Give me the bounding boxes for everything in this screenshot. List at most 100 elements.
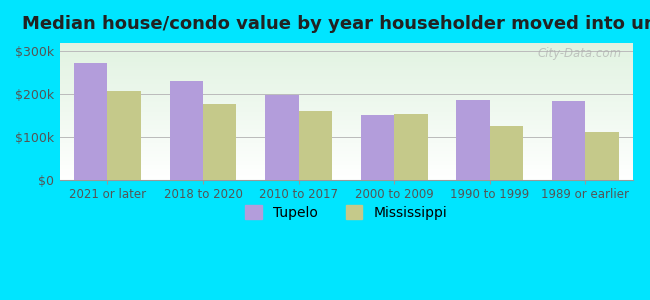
Bar	[60, 162, 633, 164]
Bar	[394, 114, 428, 180]
Bar	[60, 145, 633, 146]
Bar	[60, 59, 633, 61]
Text: City-Data.com: City-Data.com	[538, 47, 621, 60]
Bar	[60, 120, 633, 121]
Bar	[60, 176, 633, 177]
Bar	[60, 72, 633, 73]
Bar	[60, 113, 633, 114]
Bar	[60, 96, 633, 98]
Bar	[60, 50, 633, 51]
Bar	[60, 68, 633, 69]
Bar	[60, 127, 633, 128]
Bar	[60, 73, 633, 74]
Bar	[552, 101, 585, 180]
Bar	[60, 110, 633, 112]
Bar	[60, 98, 633, 99]
Bar	[60, 95, 633, 96]
Bar	[60, 161, 633, 162]
Bar	[361, 115, 394, 180]
Bar	[60, 150, 633, 151]
Bar	[60, 87, 633, 88]
Bar	[60, 55, 633, 57]
Bar	[60, 80, 633, 81]
Bar	[60, 175, 633, 176]
Bar	[60, 154, 633, 155]
Bar	[60, 107, 633, 109]
Bar	[60, 158, 633, 160]
Bar	[60, 91, 633, 92]
Bar	[60, 109, 633, 110]
Bar	[60, 58, 633, 59]
Bar	[60, 74, 633, 76]
Bar	[60, 135, 633, 136]
Bar	[60, 94, 633, 95]
Bar	[60, 47, 633, 48]
Bar	[60, 125, 633, 127]
Bar	[456, 100, 489, 180]
Bar	[60, 155, 633, 157]
Bar	[60, 157, 633, 158]
Bar	[60, 79, 633, 80]
Bar	[60, 92, 633, 94]
Title: Median house/condo value by year householder moved into unit: Median house/condo value by year househo…	[21, 15, 650, 33]
Bar	[60, 70, 633, 72]
Bar	[60, 43, 633, 44]
Bar	[265, 95, 298, 180]
Bar	[60, 139, 633, 140]
Bar	[60, 84, 633, 86]
Bar	[60, 142, 633, 143]
Bar	[489, 126, 523, 180]
Bar	[60, 114, 633, 116]
Bar	[60, 172, 633, 173]
Bar	[60, 66, 633, 68]
Bar	[60, 147, 633, 148]
Bar	[60, 177, 633, 179]
Bar	[60, 48, 633, 50]
Bar	[60, 124, 633, 125]
Bar	[74, 64, 107, 180]
Bar	[60, 140, 633, 142]
Bar	[60, 136, 633, 138]
Bar	[60, 122, 633, 124]
Bar	[60, 151, 633, 153]
Bar	[60, 52, 633, 54]
Bar	[203, 104, 237, 180]
Bar	[60, 61, 633, 62]
Bar	[60, 57, 633, 58]
Bar	[60, 143, 633, 145]
Bar	[60, 81, 633, 83]
Bar	[60, 173, 633, 175]
Bar	[298, 111, 332, 180]
Bar	[60, 105, 633, 106]
Bar	[585, 132, 619, 180]
Legend: Tupelo, Mississippi: Tupelo, Mississippi	[240, 200, 453, 225]
Bar	[107, 92, 141, 180]
Bar	[60, 99, 633, 101]
Bar	[60, 165, 633, 166]
Bar	[60, 146, 633, 147]
Bar	[60, 117, 633, 118]
Bar	[60, 153, 633, 154]
Bar	[60, 116, 633, 117]
Bar	[170, 82, 203, 180]
Bar	[60, 112, 633, 113]
Bar	[60, 100, 633, 102]
Bar	[60, 102, 633, 103]
Bar	[60, 46, 633, 47]
Bar	[60, 83, 633, 84]
Bar	[60, 64, 633, 65]
Bar	[60, 179, 633, 180]
Bar	[60, 44, 633, 46]
Bar	[60, 77, 633, 79]
Bar	[60, 118, 633, 120]
Bar	[60, 62, 633, 64]
Bar	[60, 131, 633, 132]
Bar	[60, 106, 633, 107]
Bar	[60, 103, 633, 105]
Bar	[60, 128, 633, 129]
Bar	[60, 134, 633, 135]
Bar	[60, 167, 633, 168]
Bar	[60, 164, 633, 165]
Bar	[60, 169, 633, 171]
Bar	[60, 69, 633, 70]
